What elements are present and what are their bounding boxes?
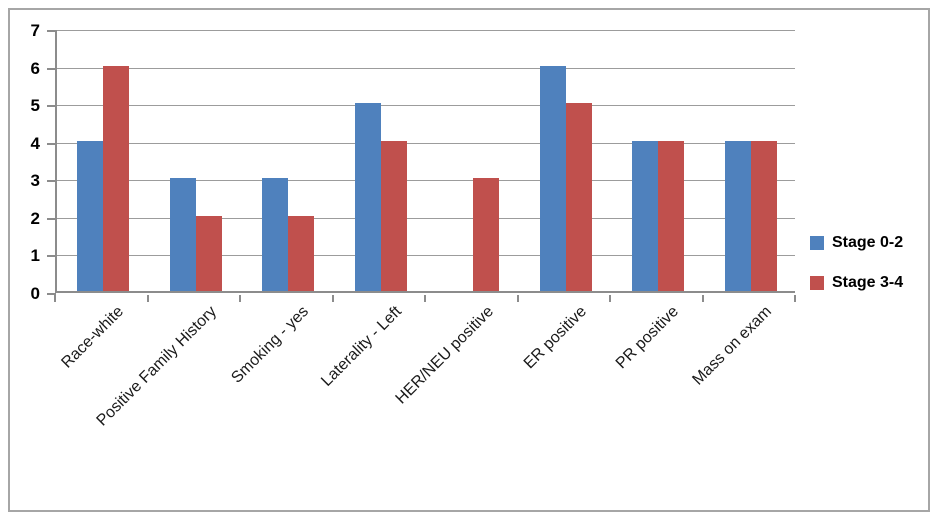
gridline-y-6 — [57, 67, 795, 69]
legend-item-stage-3-4: Stage 3-4 — [810, 274, 903, 292]
gridline-y-2 — [57, 217, 795, 219]
y-axis-label-1: 1 — [30, 246, 40, 266]
bar-stage-0-2-positive-family-history — [169, 178, 196, 291]
gridline-y-7 — [57, 30, 795, 31]
bar-stage-0-2-smoking-yes — [262, 178, 289, 291]
legend-swatch-stage-0-2 — [810, 236, 824, 250]
x-tick-6 — [609, 295, 611, 302]
x-axis-label-mass-on-exam: Mass on exam — [689, 303, 775, 389]
y-tick-0 — [47, 293, 56, 295]
bar-stage-3-4-laterality-left — [380, 140, 407, 291]
legend-item-stage-0-2: Stage 0-2 — [810, 234, 903, 252]
bar-stage-0-2-laterality-left — [354, 103, 381, 291]
gridline-y-3 — [57, 180, 795, 182]
x-tick-2 — [239, 295, 241, 302]
x-axis-label-positive-family-history: Positive Family History — [93, 303, 220, 430]
x-tick-3 — [331, 295, 334, 302]
y-tick-5 — [47, 105, 56, 108]
x-tick-1 — [146, 295, 149, 302]
legend-label-stage-3-4: Stage 3-4 — [832, 274, 904, 291]
bar-stage-3-4-pr-positive — [658, 140, 685, 291]
y-axis-label-6: 6 — [30, 58, 40, 78]
x-tick-5 — [516, 295, 519, 302]
y-axis-label-0: 0 — [30, 284, 40, 303]
bar-stage-3-4-smoking-yes — [288, 215, 315, 291]
gridline-y-1 — [57, 255, 795, 257]
x-axis-label-her-neu-positive: HER/NEU positive — [392, 303, 498, 408]
x-tick-8 — [794, 295, 796, 302]
x-axis-label-smoking-yes: Smoking - yes — [228, 303, 313, 387]
x-axis-label-laterality-left: Laterality - Left — [317, 303, 405, 390]
bar-stage-3-4-er-positive — [565, 103, 592, 291]
x-axis-label-pr-positive: PR positive — [613, 303, 683, 373]
y-axis-label-7: 7 — [30, 21, 40, 40]
bar-stage-3-4-positive-family-history — [195, 215, 222, 291]
legend: Stage 0-2 Stage 3-4 — [810, 234, 903, 314]
plot-area — [55, 30, 795, 293]
y-axis-label-4: 4 — [30, 133, 40, 153]
x-tick-7 — [701, 295, 704, 302]
bar-stage-0-2-er-positive — [539, 65, 566, 291]
y-axis-label-3: 3 — [30, 171, 40, 191]
legend-swatch-stage-3-4 — [810, 276, 824, 290]
y-tick-2 — [47, 217, 56, 220]
x-axis-label-er-positive: ER positive — [520, 303, 590, 373]
bar-stage-0-2-pr-positive — [632, 140, 659, 291]
bar-stage-3-4-mass-on-exam — [750, 140, 777, 291]
y-tick-6 — [47, 67, 56, 70]
bar-stage-0-2-race-white — [77, 140, 104, 291]
legend-label-stage-0-2: Stage 0-2 — [832, 234, 904, 251]
bar-stage-3-4-her-neu-positive — [473, 178, 500, 291]
bar-stage-3-4-race-white — [103, 65, 130, 291]
y-tick-3 — [47, 180, 56, 183]
bar-stage-0-2-mass-on-exam — [724, 140, 751, 291]
x-tick-4 — [424, 295, 426, 302]
y-tick-1 — [47, 255, 56, 258]
gridline-y-4 — [57, 142, 795, 144]
x-tick-0 — [54, 295, 56, 302]
y-tick-7 — [47, 30, 56, 32]
y-axis-label-5: 5 — [30, 96, 40, 116]
gridline-y-5 — [57, 105, 795, 107]
y-axis-label-2: 2 — [30, 208, 40, 228]
y-tick-4 — [47, 142, 56, 145]
